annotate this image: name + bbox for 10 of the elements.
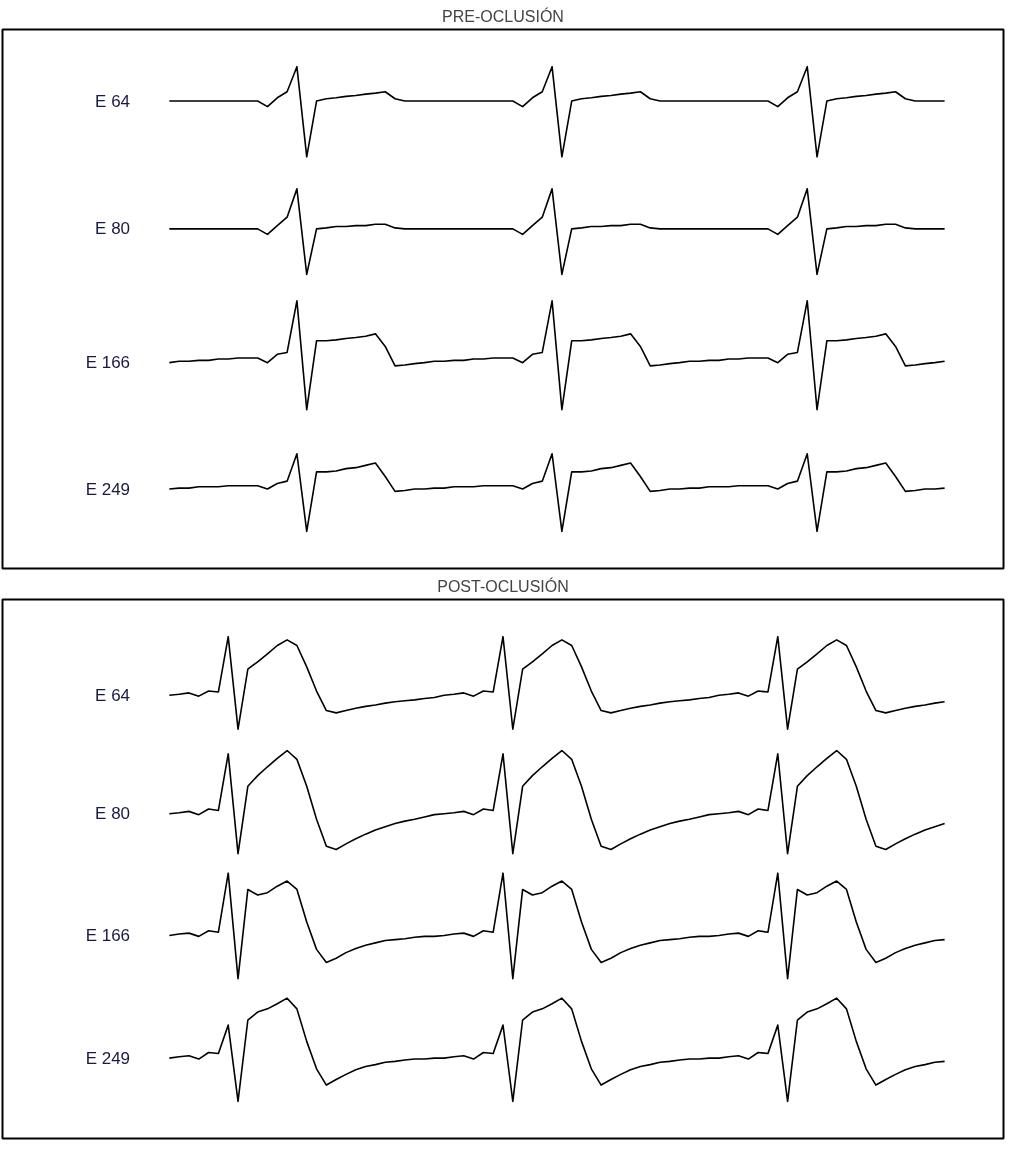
text: E 64 — [95, 685, 131, 705]
text: E 64 — [95, 91, 131, 111]
text: E 249 — [85, 1048, 131, 1068]
text: E 166 — [85, 925, 131, 945]
chart-title: PRE-OCLUSIÓN — [442, 6, 564, 25]
text: E 166 — [85, 353, 131, 373]
text: E 80 — [95, 219, 131, 239]
text: E 80 — [95, 804, 131, 824]
text: E 249 — [85, 479, 131, 499]
chart-title: POST-OCLUSIÓN — [437, 576, 569, 595]
